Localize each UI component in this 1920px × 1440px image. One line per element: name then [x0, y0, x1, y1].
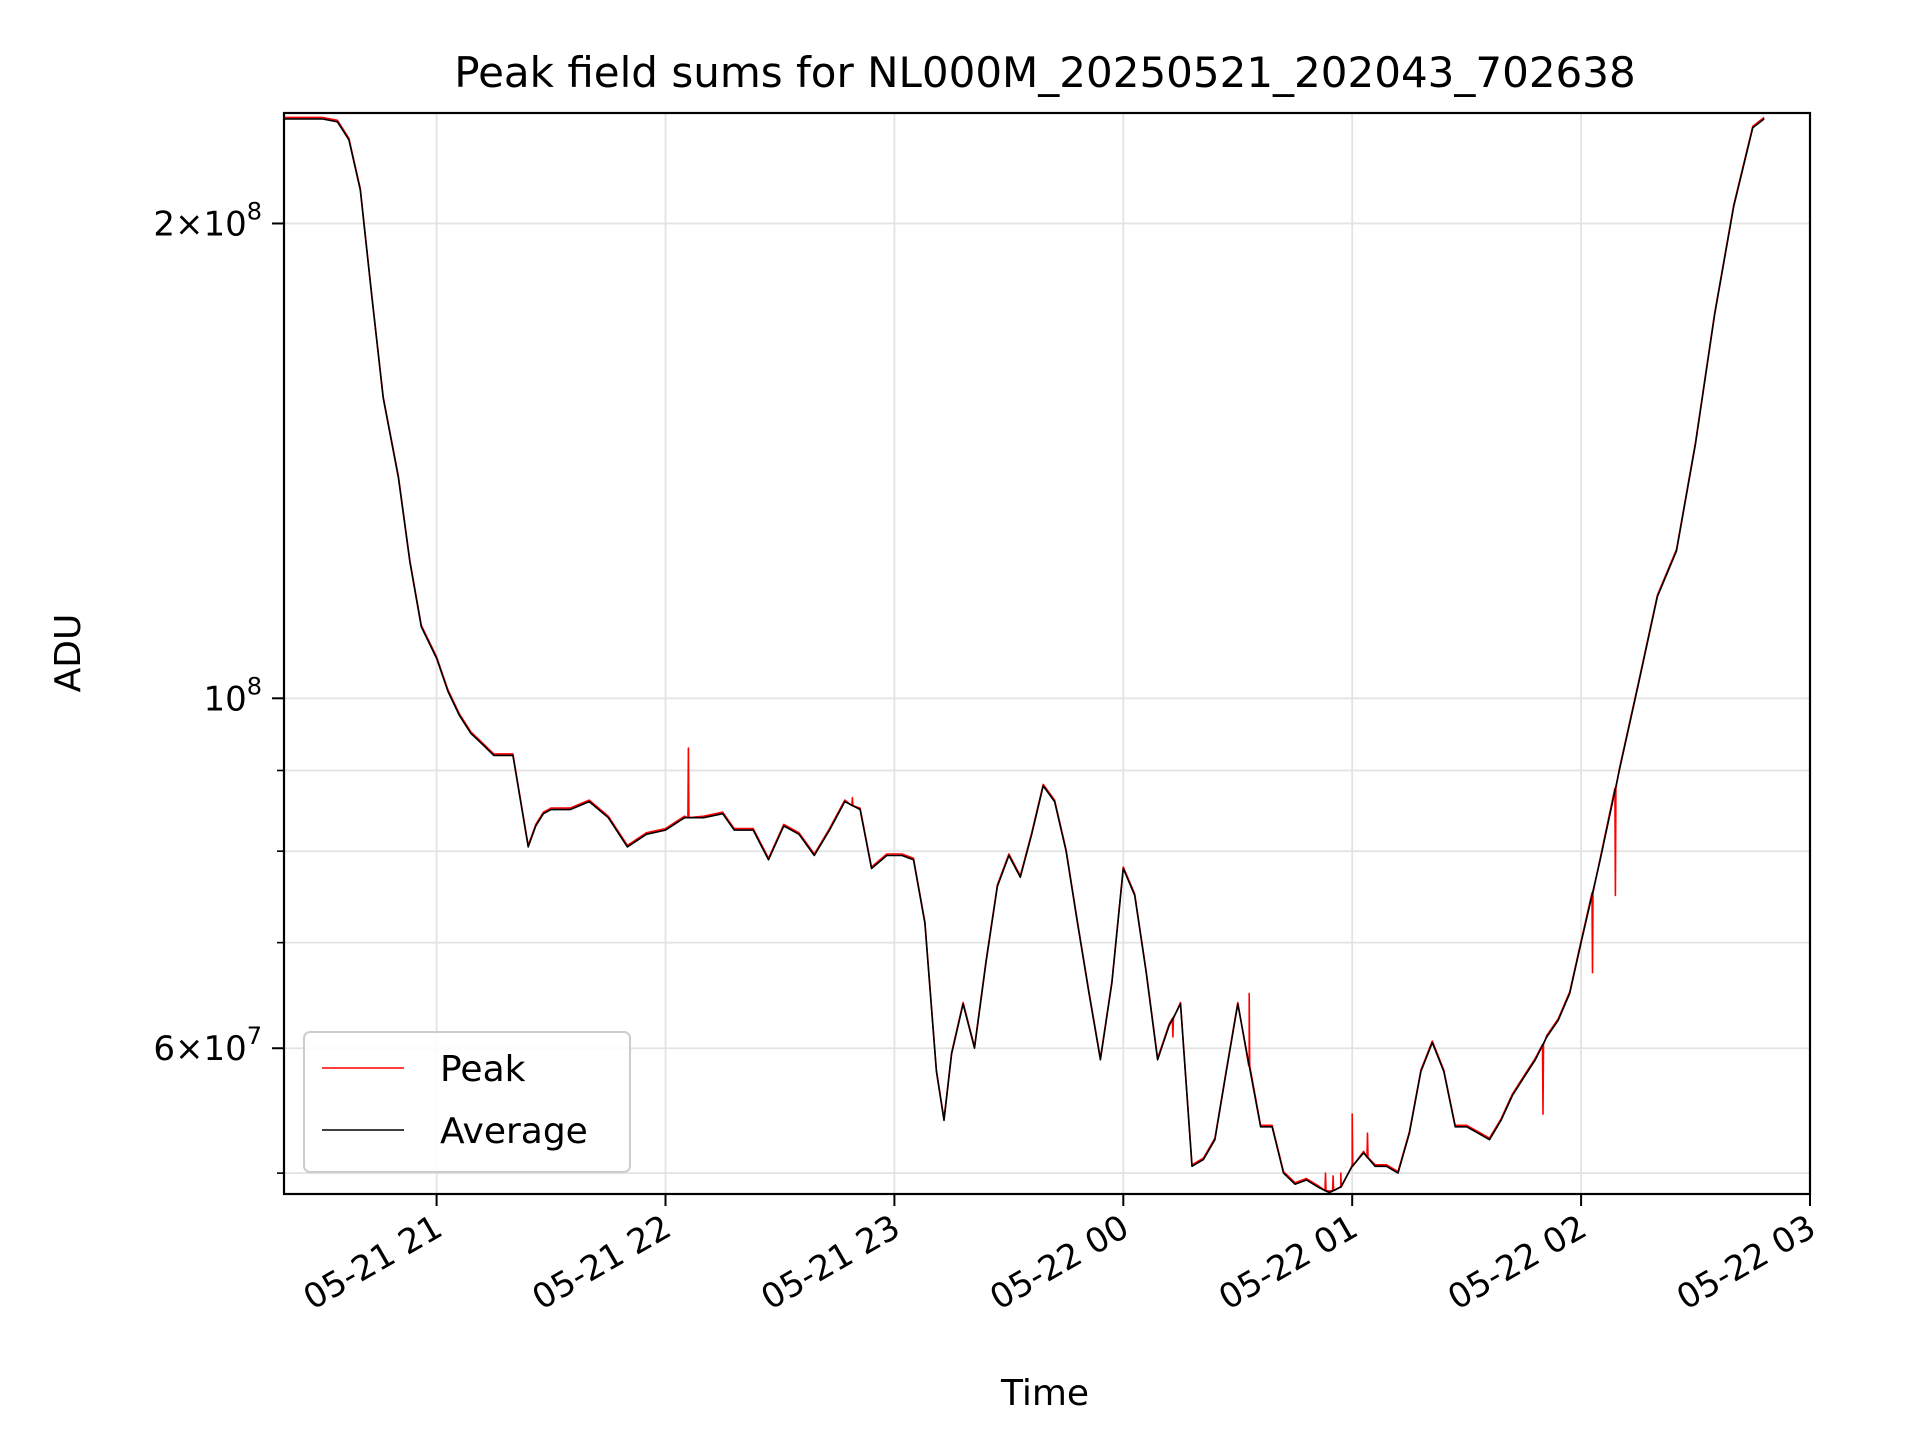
legend-box: [303, 1031, 631, 1173]
x-tick-label: 05-22 02: [1441, 1207, 1593, 1318]
legend-label-peak: Peak: [440, 1049, 526, 1090]
series-layer: [284, 116, 1765, 1194]
x-tick-label: 05-22 00: [983, 1207, 1135, 1318]
x-tick-label: 05-21 22: [526, 1207, 678, 1318]
x-tick-label: 05-21 23: [755, 1207, 907, 1318]
legend-label-average: Average: [440, 1111, 588, 1152]
x-tick-label: 05-22 01: [1212, 1207, 1364, 1318]
chart-title: Peak field sums for NL000M_20250521_2020…: [454, 48, 1635, 97]
y-axis-label: ADU: [48, 614, 89, 693]
x-axis: 05-21 21 05-21 22 05-21 23 05-22 00 05-22 01…: [297, 1194, 1823, 1318]
x-tick-label: 05-21 21: [297, 1207, 449, 1318]
x-axis-label: Time: [1000, 1373, 1089, 1414]
series-peak-line: [284, 116, 1765, 1192]
y-tick-label: 6×107: [153, 1022, 262, 1069]
x-tick-label: 05-22 03: [1670, 1207, 1822, 1318]
series-average-line: [284, 118, 1765, 1194]
y-tick-label: 2×108: [153, 197, 262, 244]
y-axis: 6×107 108 2×108: [153, 197, 284, 1174]
legend: Peak Average: [303, 1031, 631, 1173]
y-tick-label: 108: [203, 672, 262, 719]
plot-frame: [282, 111, 1812, 1196]
